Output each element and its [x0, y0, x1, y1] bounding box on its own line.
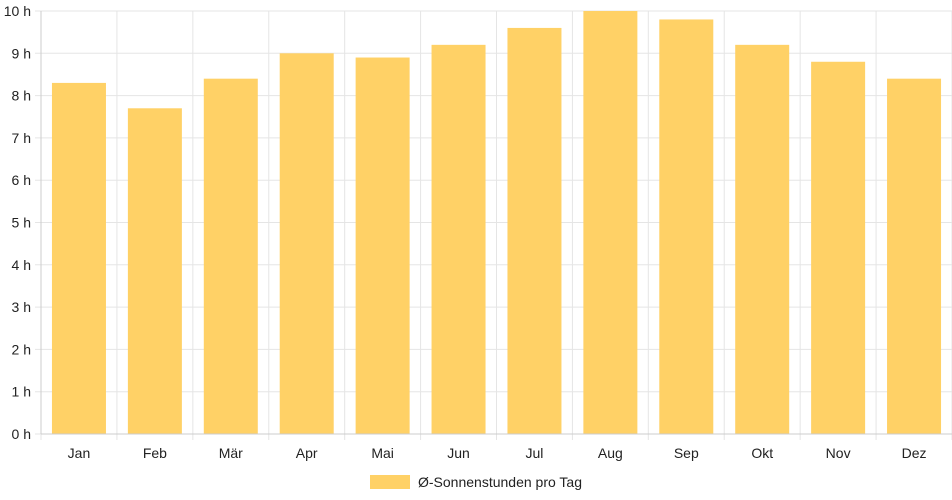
- y-tick-label: 0 h: [12, 426, 31, 442]
- y-tick-label: 6 h: [12, 172, 31, 188]
- bar-Mai[interactable]: [355, 57, 410, 434]
- x-tick-label: Nov: [826, 445, 851, 461]
- x-tick-label: Jun: [447, 445, 470, 461]
- legend-label: Ø-Sonnenstunden pro Tag: [418, 474, 582, 490]
- x-tick-label: Dez: [902, 445, 927, 461]
- y-tick-label: 1 h: [12, 384, 31, 400]
- bar-Dez[interactable]: [887, 78, 942, 435]
- x-tick-label: Jan: [68, 445, 91, 461]
- bar-Jun[interactable]: [431, 44, 486, 435]
- bar-Aug[interactable]: [583, 11, 638, 434]
- legend: Ø-Sonnenstunden pro Tag: [370, 474, 582, 490]
- y-tick-label: 3 h: [12, 299, 31, 315]
- y-tick-label: 9 h: [12, 45, 31, 61]
- y-tick-label: 10 h: [4, 3, 31, 19]
- bar-Mär[interactable]: [203, 78, 258, 435]
- y-tick-label: 8 h: [12, 88, 31, 104]
- bar-Sep[interactable]: [659, 19, 714, 435]
- bars: [51, 11, 942, 435]
- x-tick-label: Apr: [296, 445, 318, 461]
- bar-Apr[interactable]: [279, 53, 334, 435]
- y-tick-label: 4 h: [12, 257, 31, 273]
- legend-swatch: [370, 475, 410, 489]
- y-tick-label: 5 h: [12, 215, 31, 231]
- x-tick-label: Feb: [143, 445, 167, 461]
- bar-Jul[interactable]: [507, 27, 562, 434]
- x-tick-label: Okt: [751, 445, 773, 461]
- x-tick-label: Aug: [598, 445, 623, 461]
- x-tick-label: Jul: [526, 445, 544, 461]
- axes: 0 h 1 h 2 h 3 h 4 h 5 h 6 h 7 h 8 h 9 h 10 h Jan Feb…: [4, 3, 952, 461]
- x-tick-label: Sep: [674, 445, 699, 461]
- bar-Nov[interactable]: [811, 61, 866, 434]
- y-tick-label: 7 h: [12, 130, 31, 146]
- bar-Okt[interactable]: [735, 44, 790, 435]
- bar-Jan[interactable]: [51, 82, 106, 434]
- bar-Feb[interactable]: [127, 108, 182, 434]
- y-tick-label: 2 h: [12, 341, 31, 357]
- x-tick-label: Mär: [219, 445, 243, 461]
- x-tick-label: Mai: [371, 445, 394, 461]
